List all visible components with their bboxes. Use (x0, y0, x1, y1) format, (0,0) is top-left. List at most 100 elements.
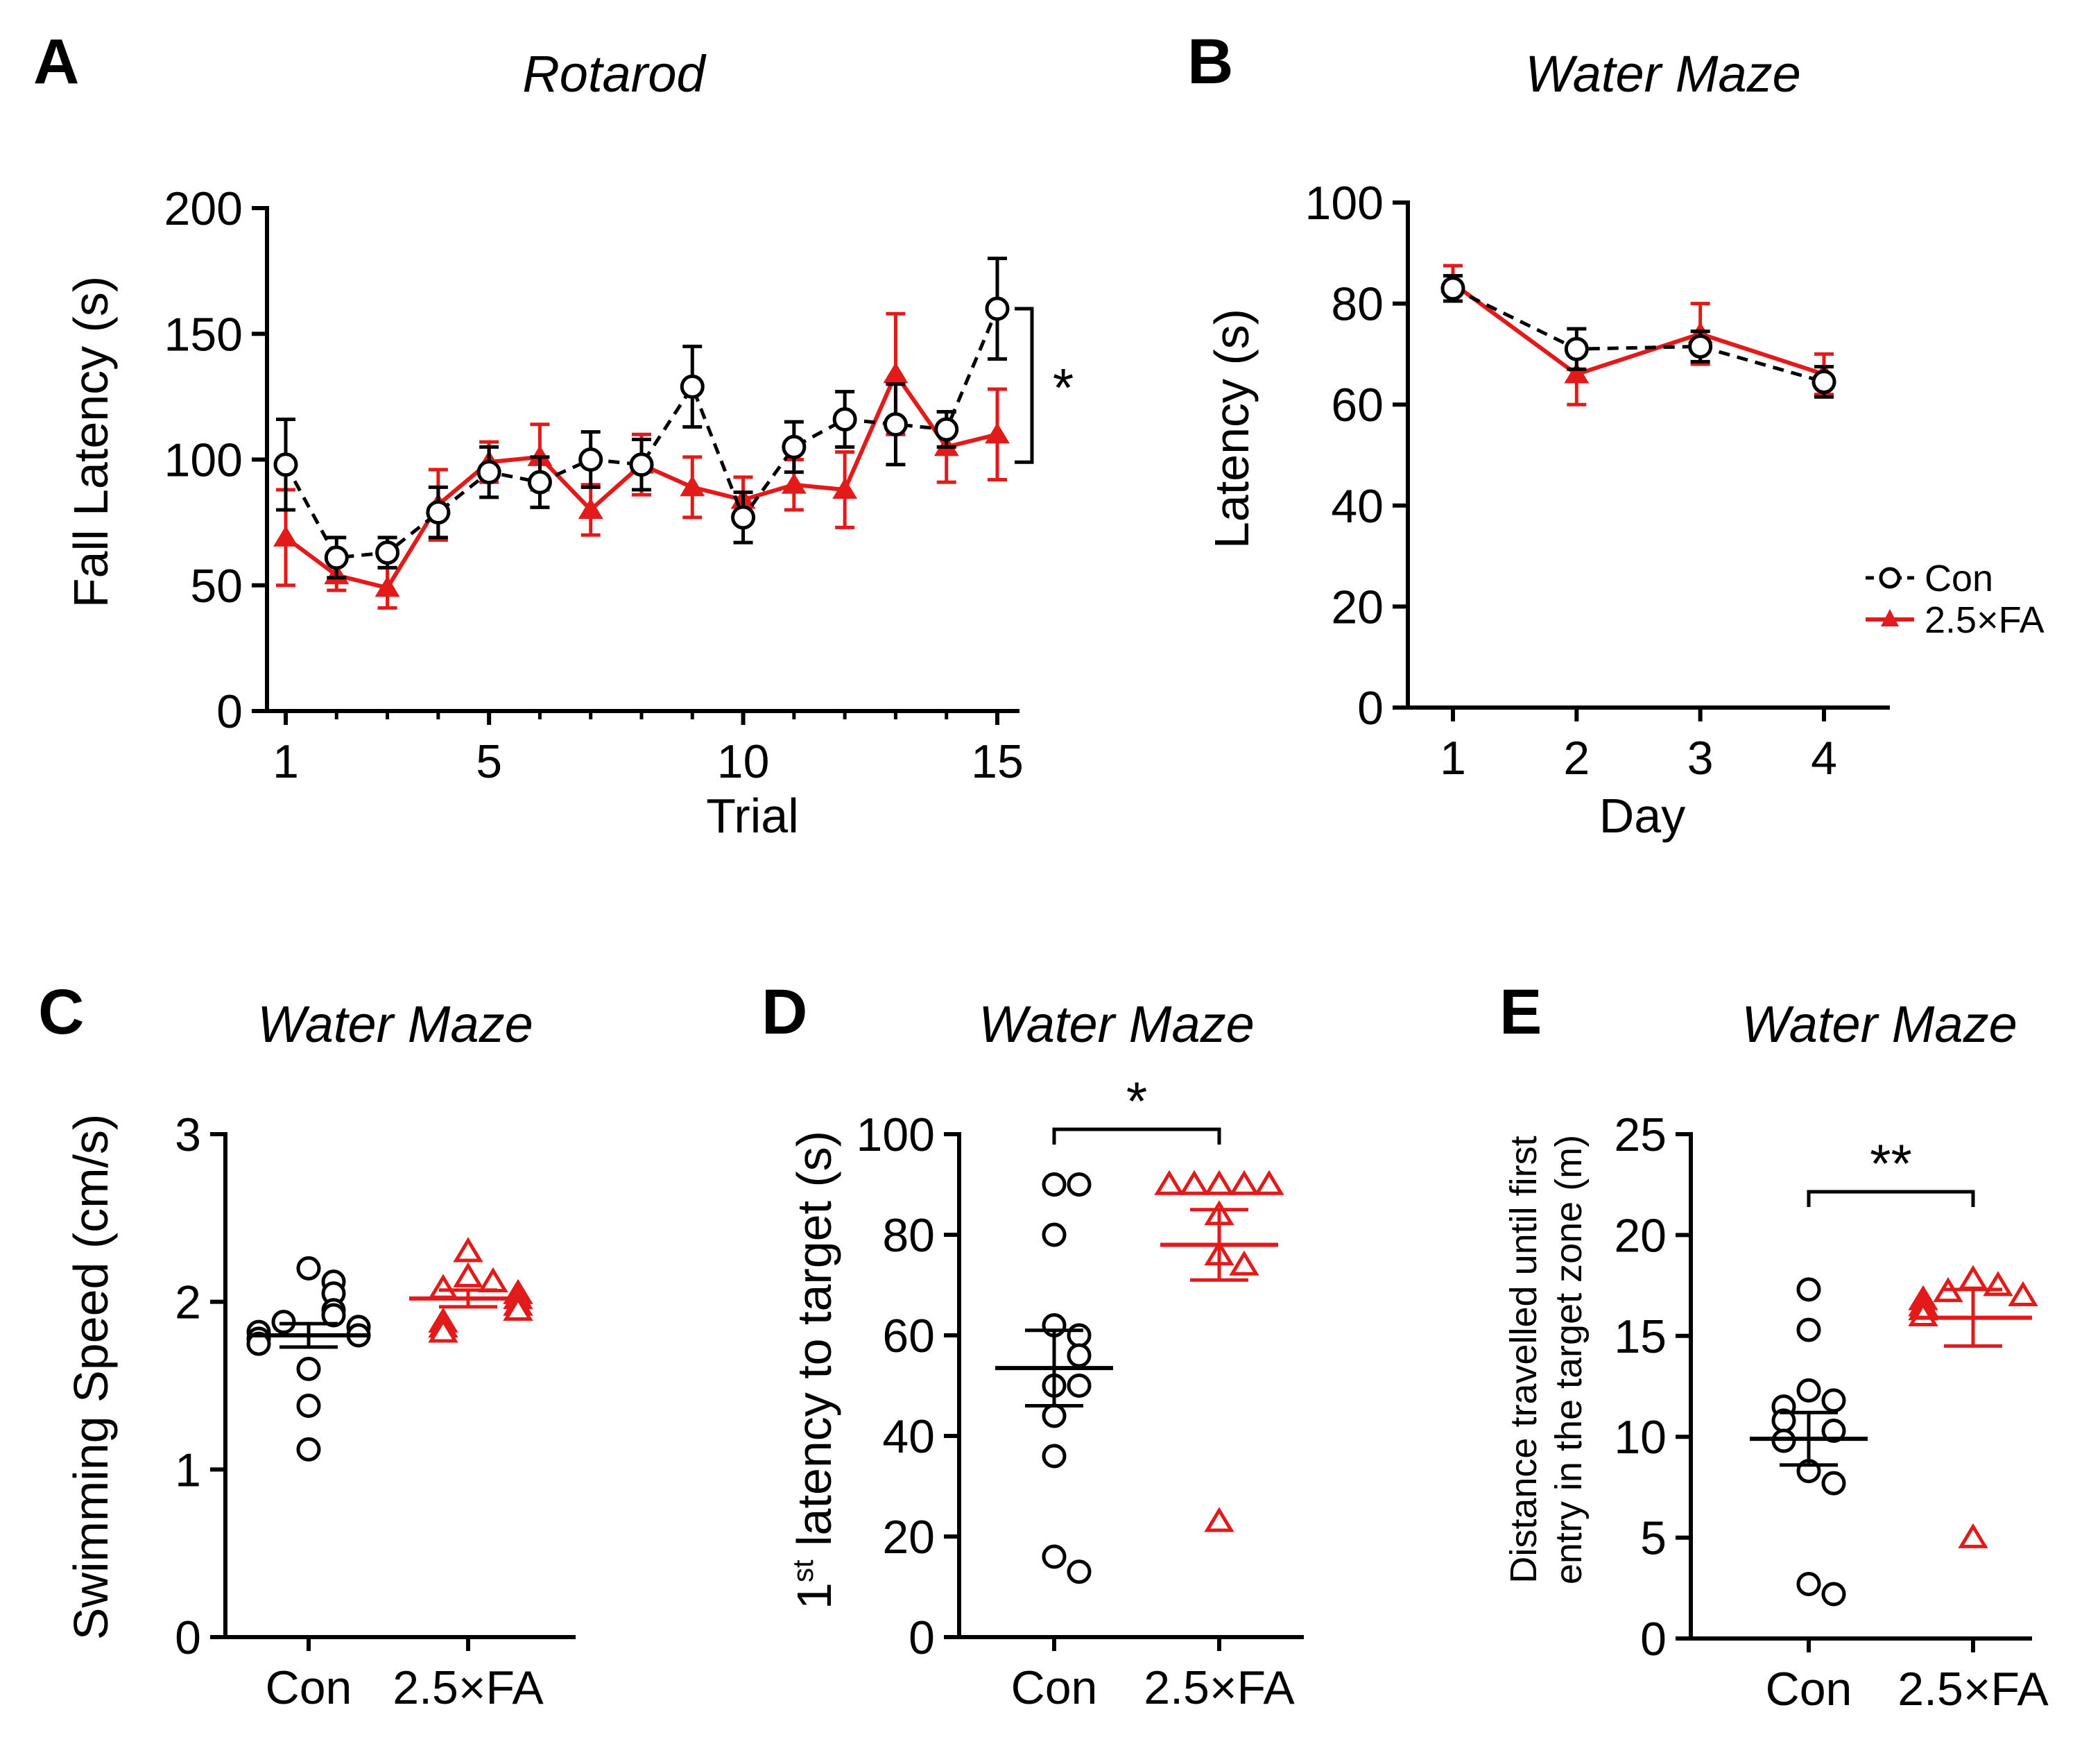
y-tick-label-c: 2 (175, 1276, 201, 1329)
data-point-con-a (629, 452, 654, 477)
y-tick-label-b: 100 (1305, 177, 1384, 230)
x-tick-label-b: 1 (1440, 732, 1466, 785)
data-point-con-e (1821, 1388, 1846, 1413)
data-point-con-b (1811, 369, 1836, 394)
data-point-fa-d (1179, 1170, 1210, 1195)
data-point-con-a (731, 505, 756, 530)
data-point-con-e (1796, 1317, 1821, 1342)
significance-star-d: * (1126, 1070, 1147, 1131)
x-tick-label-e: Con (1766, 1663, 1852, 1715)
panel-title-a: Rotarod (522, 45, 707, 103)
legend: Con 2.5×FA (1866, 558, 2045, 641)
significance-star-e: ** (1870, 1133, 1912, 1194)
data-point-con-c (296, 1437, 321, 1462)
data-point-fa-a (781, 472, 807, 494)
y-tick-label-b: 40 (1331, 480, 1384, 533)
x-axis-label-a: Trial (706, 789, 799, 843)
data-point-con-e (1821, 1471, 1846, 1496)
y-tick-label-d: 20 (882, 1511, 935, 1564)
data-point-con-e (1821, 1582, 1846, 1607)
data-point-con-d (1067, 1559, 1092, 1584)
data-point-con-b (1688, 334, 1713, 359)
data-point-fa-d (1154, 1170, 1185, 1195)
data-point-fa-c (428, 1274, 458, 1299)
data-point-fa-c (453, 1237, 483, 1263)
data-point-fa-a (578, 498, 603, 519)
data-point-con-e (1821, 1418, 1846, 1443)
data-point-fa-c (503, 1295, 533, 1321)
data-point-con-d (1042, 1444, 1067, 1469)
significance-star-a: * (1053, 357, 1074, 418)
panel-title-c: Water Maze (257, 995, 533, 1053)
significance-bracket-a (1015, 307, 1034, 464)
data-point-con-d (1042, 1222, 1067, 1247)
data-point-fa-d (1204, 1170, 1234, 1195)
y-tick-label-e: 25 (1614, 1109, 1667, 1161)
data-point-con-b (1440, 276, 1465, 301)
data-point-fa-e (1983, 1271, 2013, 1297)
x-tick-label-d: 2.5×FA (1144, 1661, 1295, 1714)
x-tick-label-c: Con (266, 1661, 352, 1714)
panel-label-b: B (1187, 26, 1233, 97)
y-tick-label-a: 150 (164, 308, 243, 361)
data-point-con-e (1796, 1378, 1821, 1403)
data-point-con-a (273, 452, 298, 477)
data-point-fa-c (478, 1267, 508, 1292)
x-tick-label-e: 2.5×FA (1897, 1663, 2049, 1715)
data-point-con-a (527, 470, 552, 495)
y-tick-label-e: 0 (1640, 1613, 1667, 1666)
data-point-con-d (1042, 1403, 1067, 1428)
data-point-con-b (1564, 336, 1589, 361)
data-point-con-a (934, 417, 959, 442)
chart-panel-c: 0 1 2 3 Con 2.5×FA (175, 1109, 576, 1714)
series-line-con-b (1452, 286, 1825, 384)
data-point-con-d (1067, 1323, 1092, 1348)
data-point-fa-c (428, 1317, 458, 1343)
legend-fa-marker (1881, 609, 1899, 626)
data-point-fa-a (375, 576, 400, 597)
data-point-con-a (426, 500, 451, 525)
data-point-con-e (1796, 1571, 1821, 1596)
y-axis-label-d: 1st latency to target (s) (786, 1131, 841, 1609)
data-point-fa-e (2008, 1281, 2038, 1306)
data-point-fa-a (832, 478, 858, 499)
significance-bracket-e (1807, 1190, 1975, 1207)
data-point-con-a (680, 374, 705, 399)
y-axis-label-a: Fall Latency (s) (64, 276, 118, 608)
panel-title-e: Water Maze (1741, 995, 2017, 1053)
y-tick-label-b: 20 (1331, 581, 1384, 633)
data-point-fa-e (1958, 1523, 1988, 1548)
data-point-fa-d (1204, 1507, 1234, 1532)
data-point-con-e (1796, 1277, 1821, 1302)
y-tick-label-a: 0 (216, 685, 243, 738)
data-point-con-a (782, 434, 807, 459)
y-tick-label-e: 5 (1640, 1512, 1667, 1565)
data-point-con-d (1067, 1172, 1092, 1197)
y-tick-label-e: 15 (1614, 1310, 1667, 1363)
data-point-con-d (1042, 1172, 1067, 1197)
y-axis-label-e-line2: entry in the target zone (m) (1548, 1135, 1590, 1584)
data-point-con-c (296, 1256, 321, 1281)
significance-bracket-d (1052, 1127, 1221, 1145)
panel-label-a: A (33, 26, 79, 97)
data-point-fa-a (273, 525, 298, 547)
x-tick-label-b: 2 (1563, 732, 1590, 785)
data-point-con-a (832, 407, 857, 431)
data-point-fa-e (1958, 1265, 1988, 1290)
y-axis-label-d-super: st (786, 1559, 819, 1582)
y-tick-label-d: 60 (882, 1310, 935, 1362)
legend-con-marker (1879, 567, 1901, 589)
data-point-fa-a (680, 475, 705, 497)
y-tick-label-b: 80 (1331, 278, 1384, 331)
data-point-con-d (1067, 1374, 1092, 1398)
x-tick-label-a: 5 (476, 735, 502, 788)
y-tick-label-b: 60 (1331, 379, 1384, 431)
legend-con-label: Con (1925, 558, 1993, 599)
x-tick-label-a: 15 (971, 735, 1024, 788)
y-axis-label-d-post: latency to target (s) (787, 1131, 841, 1560)
data-point-fa-a (985, 422, 1010, 444)
x-tick-label-a: 10 (717, 735, 770, 788)
y-tick-label-c: 0 (175, 1611, 201, 1664)
data-point-con-a (985, 296, 1010, 321)
